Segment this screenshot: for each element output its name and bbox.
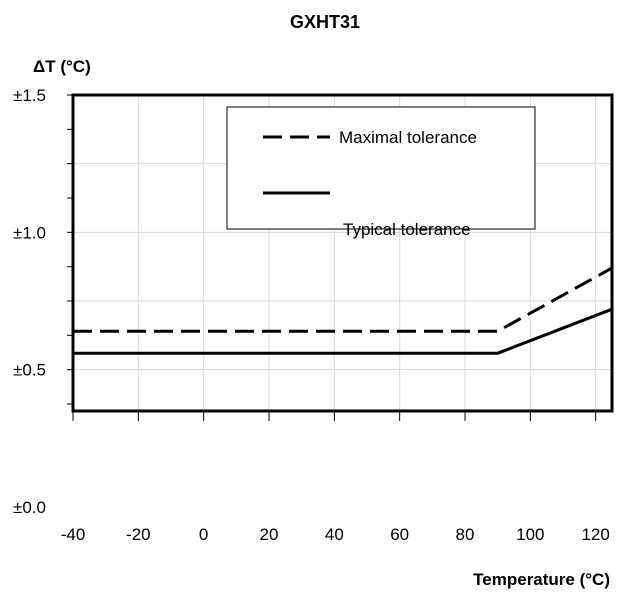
x-tick-label: -20 [126,525,151,544]
y-axis-label: ΔT (°C) [33,57,91,76]
x-tick-label: -40 [61,525,86,544]
series-line-maximal-tolerance [73,266,613,333]
x-tick-label: 120 [581,525,609,544]
chart-title: GXHT31 [290,12,360,32]
y-tick-label: ±0.0 [13,498,46,517]
x-tick-label: 40 [325,525,344,544]
y-tick-labels: ±0.0 ±0.5 ±1.0 ±1.5 [13,86,46,517]
legend-label-typical: Typical tolerance [343,220,471,239]
x-tick-label: 100 [516,525,544,544]
series-line-typical-tolerance [73,307,613,355]
y-tick-label: ±1.5 [13,86,46,105]
x-tick-label: 0 [199,525,208,544]
series-lines [73,266,613,355]
y-tick-label: ±0.5 [13,361,46,380]
legend-label-maximal: Maximal tolerance [339,128,477,147]
x-tick-label: 20 [260,525,279,544]
x-axis-label: Temperature (°C) [473,570,610,589]
legend: Maximal tolerance Typical tolerance [226,106,536,239]
x-tick-label: 80 [456,525,475,544]
tick-marks [67,94,597,421]
x-tick-labels: -40 -20 0 20 40 60 80 100 120 [61,525,610,544]
plot-frame [71,93,614,413]
legend-box [226,106,536,230]
y-tick-label: ±1.0 [13,223,46,242]
x-tick-label: 60 [390,525,409,544]
